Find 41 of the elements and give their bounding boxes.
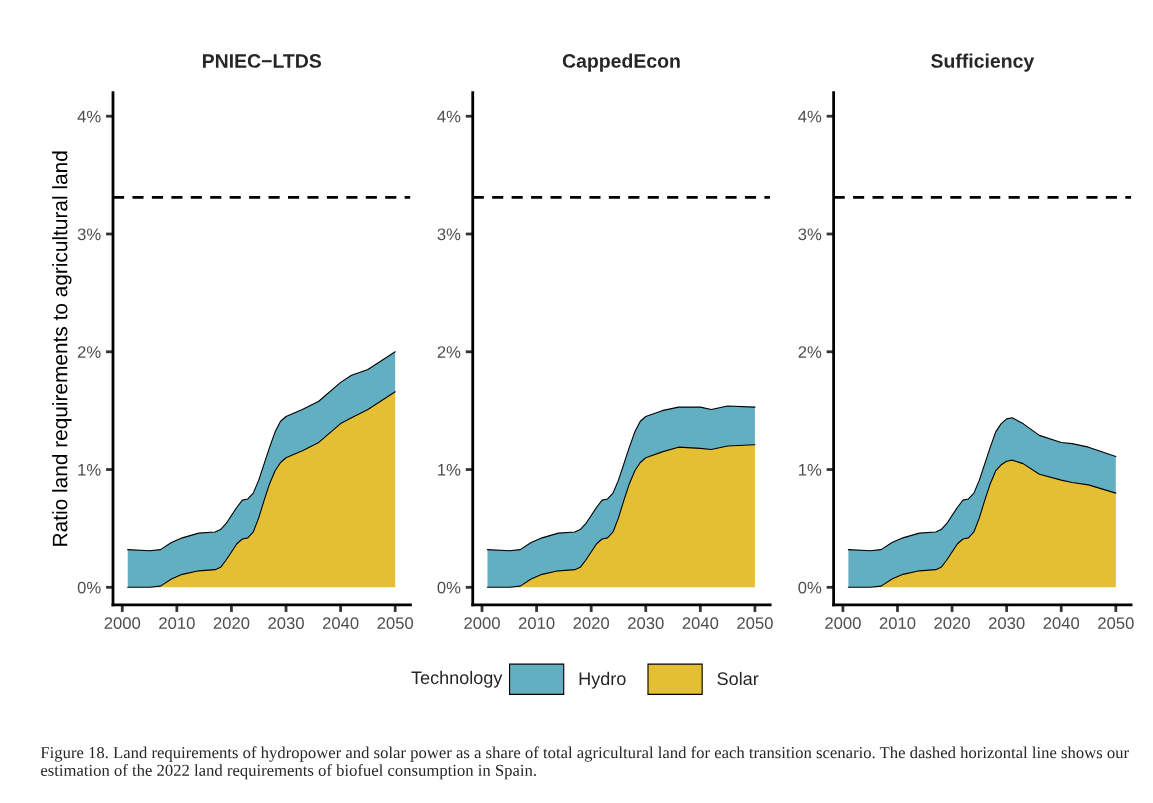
y-tick-label: 1% xyxy=(78,464,101,476)
y-tick-label: 0% xyxy=(437,581,461,594)
x-tick-label: 2030 xyxy=(268,617,304,630)
x-tick-label: 2020 xyxy=(934,617,970,630)
x-tick-label: 2040 xyxy=(1043,617,1080,630)
y-tick-label: 4% xyxy=(77,110,101,123)
x-tick-label: 2020 xyxy=(573,617,610,630)
x-tick-label: 2000 xyxy=(464,617,500,630)
x-tick-label: 2000 xyxy=(825,617,861,630)
chart-title: Sufficiency xyxy=(931,53,1035,72)
y-tick-label: 1% xyxy=(438,464,461,476)
y-tick-label: 2% xyxy=(798,346,822,358)
y-tick-label: 1% xyxy=(799,464,822,476)
y-tick-label: 4% xyxy=(437,110,461,123)
x-tick-label: 2050 xyxy=(377,617,414,630)
caption: Figure 18. Land requirements of hydropower and solar power as a share of total agricultural land for each transition scenario. The dashed horizontal line shows our estimation of the 2022 land requirements of biofuel consumption in Spain. xyxy=(40,746,1129,780)
legend-title: Technology xyxy=(411,670,503,688)
x-tick-label: 2010 xyxy=(159,617,195,630)
x-tick-label: 2040 xyxy=(322,617,359,630)
chart-title: CappedEcon xyxy=(562,53,680,72)
chart-title: PNIEC−LTDS xyxy=(202,54,322,68)
x-tick-label: 2000 xyxy=(104,617,141,630)
x-tick-label: 2030 xyxy=(988,617,1025,630)
x-tick-label: 2010 xyxy=(879,617,916,630)
y-tick-label: 0% xyxy=(798,581,822,594)
x-tick-label: 2050 xyxy=(1098,617,1134,630)
y-axis-title: Ratio land requirements to agricultural land xyxy=(52,151,72,546)
legend-label: Solar xyxy=(717,671,759,686)
y-tick-label: 2% xyxy=(77,346,101,358)
y-tick-label: 3% xyxy=(798,228,822,241)
legend-label: Hydro xyxy=(579,671,626,689)
y-tick-label: 2% xyxy=(437,346,461,358)
x-tick-label: 2030 xyxy=(628,617,664,630)
y-tick-label: 4% xyxy=(798,110,822,123)
x-tick-label: 2050 xyxy=(737,617,773,630)
y-tick-label: 3% xyxy=(77,228,101,241)
y-tick-label: 0% xyxy=(77,581,101,594)
x-tick-label: 2040 xyxy=(682,617,719,630)
x-tick-label: 2020 xyxy=(213,617,250,630)
y-tick-label: 3% xyxy=(437,228,461,241)
x-tick-label: 2010 xyxy=(518,617,555,630)
